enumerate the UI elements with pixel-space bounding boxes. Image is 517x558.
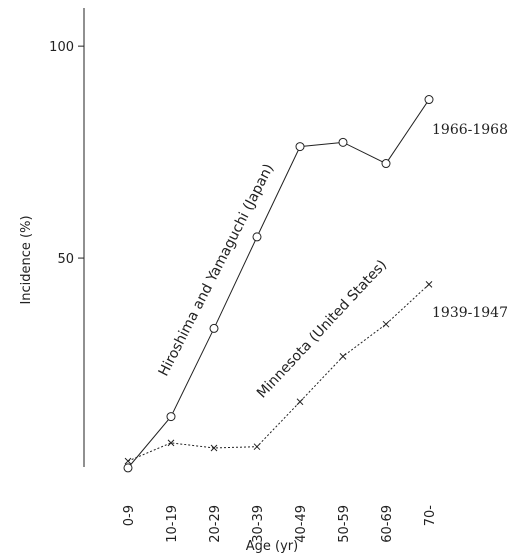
y-tick-label: 100 <box>49 40 74 55</box>
marker <box>295 142 305 152</box>
series-name: Hiroshima and Yamaguchi (Japan) <box>156 161 277 379</box>
x-tick-label: 70- <box>423 505 438 527</box>
marker <box>166 412 176 422</box>
x-tick-label: 10-19 <box>165 505 180 543</box>
marker <box>424 95 434 105</box>
series-line <box>127 283 430 462</box>
marker <box>167 439 175 447</box>
marker <box>209 323 219 333</box>
x-tick-label: 60-69 <box>380 505 395 543</box>
marker <box>339 353 347 360</box>
series-name: Minnesota (United States) <box>254 257 390 401</box>
marker <box>253 443 261 451</box>
marker <box>296 398 304 406</box>
marker <box>338 137 348 147</box>
x-tick-label: 20-29 <box>208 505 223 543</box>
marker <box>382 320 390 328</box>
series-line <box>127 99 430 469</box>
x-tick-label: 0-9 <box>122 505 137 526</box>
x-tick-label: 50-59 <box>337 505 352 543</box>
x-tick-label: 30-39 <box>251 505 266 543</box>
x-tick-label: 40-49 <box>294 505 309 543</box>
x-axis-label: Age (yr) <box>246 539 298 554</box>
y-axis-label: Incidence (%) <box>19 215 34 304</box>
marker <box>425 280 433 288</box>
marker <box>124 457 132 465</box>
marker <box>252 232 262 242</box>
y-tick-label: 50 <box>57 252 74 267</box>
series-period: 1966-1968 <box>432 122 508 138</box>
marker <box>123 463 133 473</box>
series-period: 1939-1947 <box>432 305 508 321</box>
marker <box>210 444 218 452</box>
marker <box>381 159 391 169</box>
